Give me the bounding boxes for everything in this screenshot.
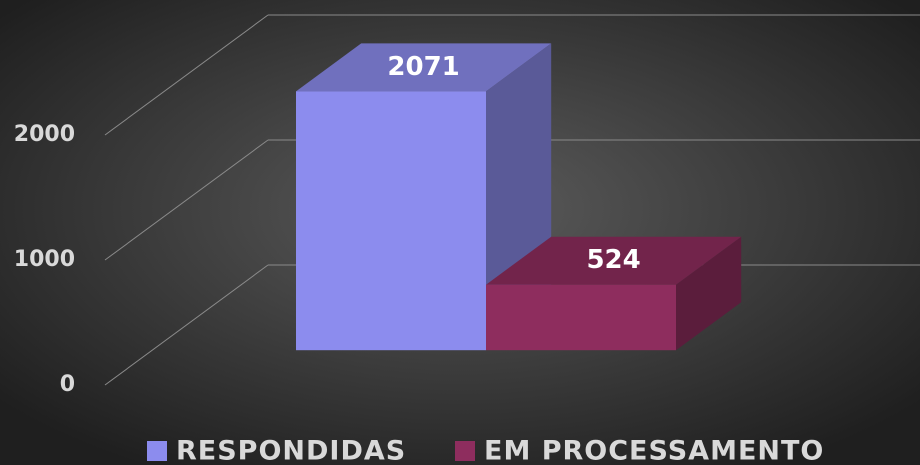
bar-top (296, 43, 552, 92)
legend-swatch (455, 441, 475, 461)
data-label: 524 (586, 245, 640, 275)
legend-swatch (147, 441, 167, 461)
legend-label: RESPONDIDAS (176, 436, 406, 465)
bar-top (486, 236, 742, 285)
legend-label: EM PROCESSAMENTO (484, 436, 824, 465)
bar-side (676, 236, 742, 351)
y-tick-label: 2000 (14, 122, 75, 147)
grid-line-side (104, 139, 269, 261)
bar (486, 284, 676, 351)
data-label: 2071 (387, 52, 459, 82)
y-tick-label: 1000 (14, 247, 75, 272)
grid-line-side (104, 264, 269, 386)
grid-line-side (104, 14, 269, 136)
y-tick-label: 0 (60, 372, 75, 397)
bar (296, 91, 486, 351)
